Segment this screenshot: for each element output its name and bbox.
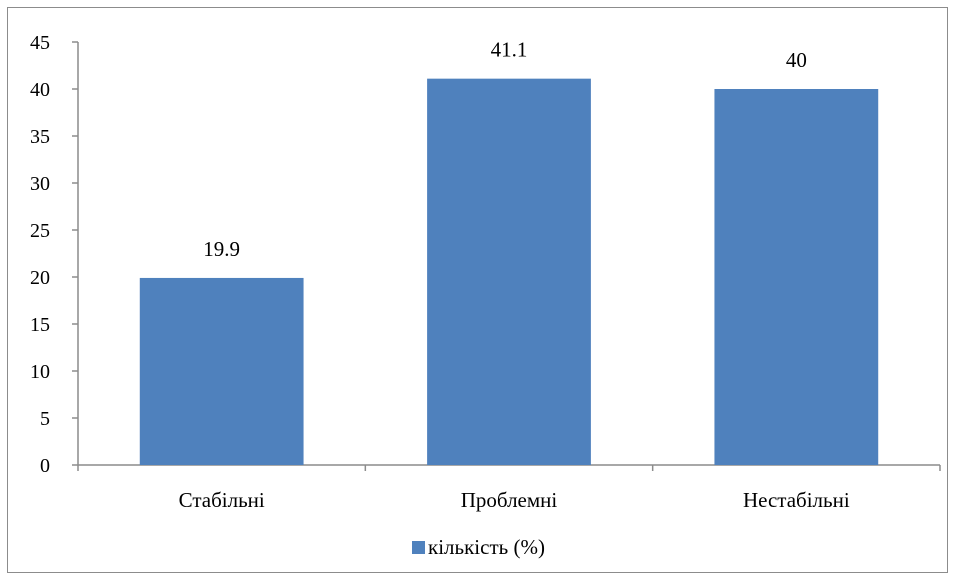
y-tick-label: 25 — [30, 220, 50, 242]
legend-label: кількість (%) — [428, 535, 545, 559]
bars — [139, 78, 879, 465]
category-label: Стабільні — [179, 488, 265, 512]
y-tick-label: 45 — [30, 32, 50, 54]
y-tick-label: 15 — [30, 314, 50, 336]
y-tick-label: 35 — [30, 126, 50, 148]
bar — [427, 78, 591, 465]
y-tick-label: 30 — [30, 173, 50, 195]
bar — [139, 277, 304, 465]
data-label: 40 — [786, 48, 807, 72]
y-tick-label: 5 — [40, 408, 50, 430]
data-label: 19.9 — [203, 237, 240, 261]
y-tick-label: 0 — [40, 455, 50, 477]
legend: кількість (%) — [412, 535, 545, 559]
y-tick-label: 20 — [30, 267, 50, 289]
y-tick-label: 40 — [30, 79, 50, 101]
labels: 19.9 Стабільні 41.1 Проблемні 40 Нестабільні — [179, 38, 850, 512]
y-tick-label: 10 — [30, 361, 50, 383]
category-label: Проблемні — [461, 488, 558, 512]
category-label: Нестабільні — [743, 488, 850, 512]
data-label: 41.1 — [491, 38, 528, 62]
bar — [714, 89, 879, 465]
legend-swatch — [412, 541, 425, 554]
